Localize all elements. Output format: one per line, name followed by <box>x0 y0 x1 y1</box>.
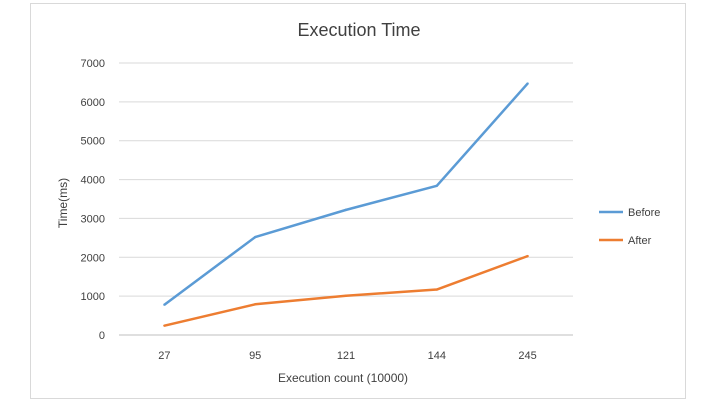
x-tick-label: 121 <box>337 350 355 362</box>
chart-frame: Execution Time 0 1000 2000 3000 4000 5000 6000… <box>30 3 686 399</box>
data-point-before <box>254 235 257 239</box>
x-tick-label: 27 <box>158 350 170 362</box>
data-point-before <box>435 184 438 187</box>
line-chart: Execution Time 0 1000 2000 3000 4000 5000 6000… <box>56 20 660 385</box>
series-line-before <box>163 82 529 306</box>
y-tick-label: 0 <box>99 330 105 342</box>
y-tick-label: 3000 <box>81 213 105 225</box>
y-tick-label: 6000 <box>81 97 105 109</box>
x-tick-label: 144 <box>428 350 446 362</box>
x-axis-ticks: 27 95 121 144 245 <box>158 350 537 362</box>
series-line-after <box>164 254 529 327</box>
y-axis-ticks: 0 1000 2000 3000 4000 5000 6000 7000 <box>81 58 105 342</box>
x-tick-label: 95 <box>249 350 261 362</box>
legend: Before After <box>599 207 660 247</box>
legend-label: Before <box>628 207 660 219</box>
data-point-before <box>163 303 166 306</box>
y-tick-label: 5000 <box>81 136 105 148</box>
y-axis-title: Time(ms) <box>56 178 70 228</box>
data-point-after <box>163 324 166 327</box>
y-tick-label: 2000 <box>81 252 105 264</box>
y-tick-label: 7000 <box>81 58 105 70</box>
chart-title: Execution Time <box>297 20 420 40</box>
y-tick-label: 1000 <box>81 291 105 303</box>
data-point-before <box>344 208 348 212</box>
x-tick-label: 245 <box>518 350 536 362</box>
data-point-after <box>435 288 438 291</box>
legend-label: After <box>628 235 652 247</box>
data-point-after <box>526 254 529 258</box>
data-point-after <box>344 294 348 297</box>
y-tick-label: 4000 <box>81 175 105 187</box>
x-axis-title: Execution count (10000) <box>278 371 408 385</box>
data-point-after <box>254 303 257 306</box>
gridlines <box>119 62 573 336</box>
data-point-before <box>526 82 529 85</box>
series-lines <box>163 82 529 327</box>
